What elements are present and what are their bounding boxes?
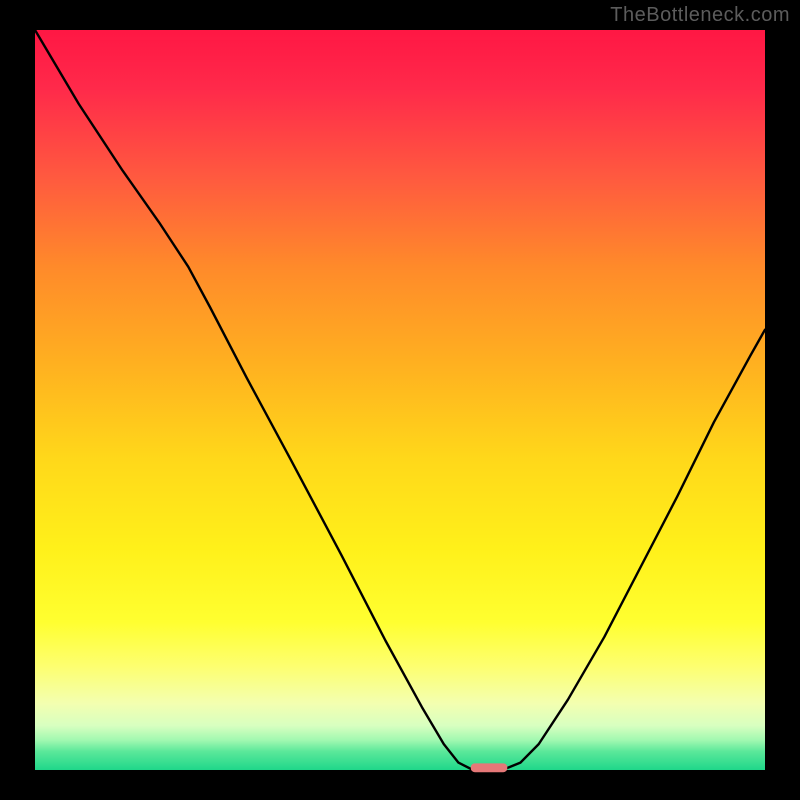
bottleneck-chart: [0, 0, 800, 800]
optimum-marker: [471, 763, 508, 772]
plot-background: [35, 30, 765, 770]
watermark-text: TheBottleneck.com: [610, 4, 790, 27]
chart-frame: TheBottleneck.com: [0, 0, 800, 800]
